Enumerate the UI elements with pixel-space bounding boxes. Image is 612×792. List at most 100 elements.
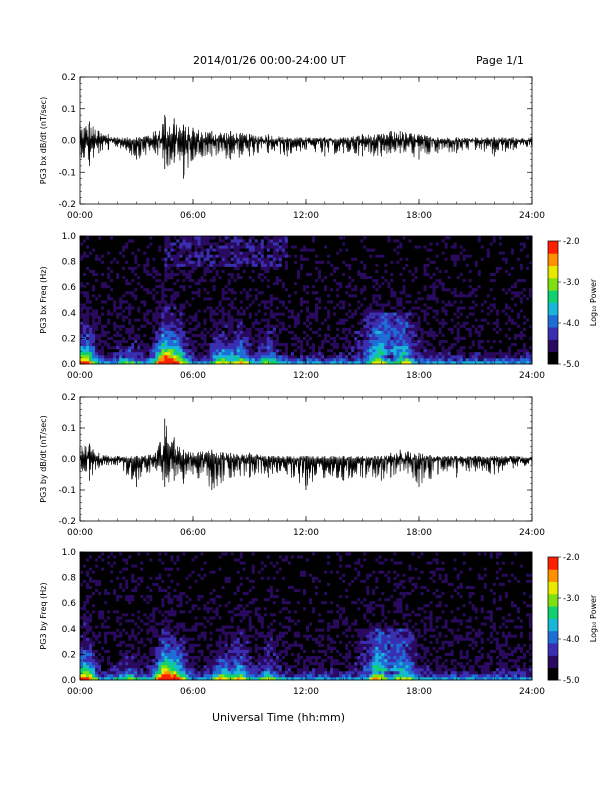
spectrogram-cell (411, 324, 415, 328)
spectrogram-cell (375, 260, 379, 264)
spectrogram-cell (275, 245, 280, 249)
spectrogram-cell (248, 287, 253, 292)
spectrogram-cell (131, 300, 135, 304)
spectrogram-cell (122, 360, 126, 365)
spectrogram-cell (402, 354, 406, 359)
spectrogram-cell (299, 300, 304, 304)
spectrogram-cell (200, 300, 204, 304)
spectrogram-cell (302, 248, 307, 252)
spectrogram-cell (381, 312, 385, 316)
spectrogram-cell (233, 303, 238, 307)
spectrogram-cell (405, 245, 409, 249)
spectrogram-cell (224, 357, 229, 362)
spectrogram-cell (107, 348, 111, 353)
spectrogram-cell (236, 330, 241, 334)
spectrogram-cell (342, 309, 346, 313)
spectrogram-cell (86, 342, 90, 347)
spectrogram-cell (263, 354, 268, 359)
spectrogram-cell (381, 345, 385, 350)
spectrogram-cell (315, 269, 319, 273)
spectrogram-cell (369, 242, 373, 246)
spectrogram-cell (158, 321, 162, 325)
spectrogram-cell (390, 345, 394, 350)
spectrogram-cell (89, 263, 93, 267)
spectrogram-cell (92, 242, 96, 246)
spectrogram-cell (390, 336, 394, 341)
spectrogram-cell (426, 339, 430, 344)
spectrogram-cell (287, 254, 292, 258)
spectrogram-cell (197, 275, 201, 280)
spectrogram-cell (293, 321, 298, 325)
spectrogram-cell (287, 348, 292, 353)
spectrogram-cell (363, 303, 367, 307)
spectrogram-cell (375, 345, 379, 350)
spectrogram-cell (155, 260, 159, 264)
spectrogram-cell (414, 281, 418, 286)
spectrogram-cell (411, 333, 415, 337)
spectrogram-cell (327, 324, 331, 328)
spectrogram-cell (200, 260, 204, 264)
spectrogram-cell (191, 303, 195, 307)
spectrogram-cell (131, 245, 135, 249)
spectrogram-cell (122, 342, 126, 347)
spectrogram-cell (170, 242, 174, 246)
spectrogram-cell (269, 254, 274, 258)
spectrogram-cell (215, 248, 220, 252)
spectrogram-cell (95, 333, 99, 337)
spectrogram-cell (92, 278, 96, 283)
spectrogram-cell (203, 251, 207, 255)
spectrogram-cell (164, 351, 168, 356)
spectrogram-cell (113, 257, 117, 261)
spectrogram-cell (260, 248, 265, 252)
spectrogram-cell (339, 236, 343, 240)
spectrogram-cell (405, 339, 409, 344)
spectrogram-cell (360, 300, 364, 304)
spectrogram-cell (299, 324, 304, 328)
spectrogram-cell (230, 236, 235, 240)
spectrogram-cell (330, 287, 334, 292)
spectrogram-cell (185, 318, 189, 322)
spectrogram-cell (116, 284, 120, 289)
spectrogram-cell (266, 351, 271, 356)
spectrogram-cell (384, 290, 388, 295)
spectrogram-cell (351, 351, 355, 356)
spectrogram-cell (173, 296, 177, 301)
spectrogram-cell (182, 251, 186, 255)
spectrogram-cell (390, 239, 394, 243)
spectrogram-cell (375, 272, 379, 277)
spectrogram-cell (218, 309, 223, 313)
spectrogram-cell (405, 315, 409, 319)
spectrogram-cell (137, 242, 141, 246)
spectrogram-cell (101, 254, 105, 258)
spectrogram-cell (239, 345, 244, 350)
spectrogram-cell (399, 351, 403, 356)
spectrogram-cell (176, 281, 180, 286)
spectrogram-cell (176, 360, 180, 365)
spectrogram-cell (302, 281, 307, 286)
spectrogram-cell (336, 327, 340, 331)
spectrogram-cell (242, 303, 247, 307)
spectrogram-cell (390, 242, 394, 246)
spectrogram-cell (290, 275, 295, 280)
spectrogram-cell (348, 263, 352, 267)
spectrogram-cell (107, 254, 111, 258)
spectrogram-cell (360, 254, 364, 258)
spectrogram-cell (110, 309, 114, 313)
spectrogram-cell (372, 336, 376, 341)
spectrogram-cell (128, 351, 132, 356)
spectrogram-cell (275, 303, 280, 307)
spectrogram-cell (339, 278, 343, 283)
spectrogram-cell (128, 303, 132, 307)
spectrogram-cell (176, 269, 180, 273)
spectrogram-cell (327, 339, 331, 344)
spectrogram-cell (269, 327, 274, 331)
spectrogram-cell (390, 330, 394, 334)
spectrogram-cell (357, 330, 361, 334)
spectrogram-cell (98, 324, 102, 328)
spectrogram-cell (254, 333, 259, 337)
spectrogram-cell (158, 315, 162, 319)
spectrogram-cell (101, 330, 105, 334)
spectrogram-cell (381, 300, 385, 304)
spectrogram-cell (80, 275, 84, 280)
spectrogram-cell (260, 339, 265, 344)
